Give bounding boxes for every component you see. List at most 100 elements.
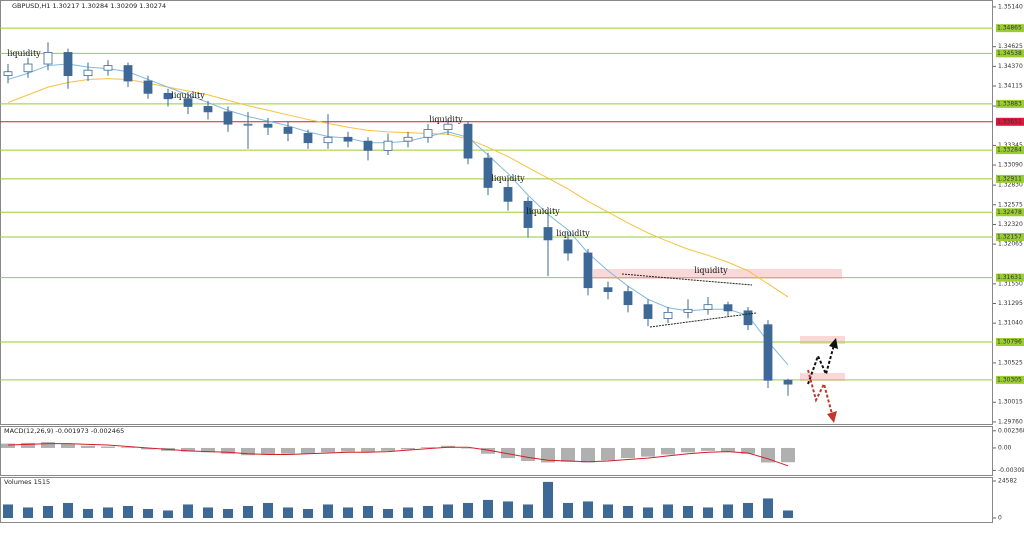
macd-bar [461, 447, 475, 449]
volume-bar [203, 507, 213, 518]
volume-panel [0, 477, 993, 523]
level-label-bg [996, 146, 1024, 155]
macd-bar [61, 443, 75, 448]
volume-bar [183, 504, 193, 518]
macd-bar [421, 447, 435, 448]
level-label-bg [996, 24, 1024, 33]
macd-bar [481, 447, 495, 454]
volume-bar [263, 502, 273, 518]
level-label: 1.32911 [997, 175, 1022, 182]
volume-bar [543, 481, 553, 518]
macd-bar [721, 447, 735, 452]
moving-average [7, 78, 789, 298]
level-label-bg [996, 273, 1024, 282]
level-label: 1.33883 [997, 100, 1022, 107]
macd-bar [321, 447, 335, 453]
level-label: 1.30305 [997, 376, 1022, 383]
volume-bar [583, 501, 593, 518]
macd-bar [261, 447, 275, 455]
candle-body [603, 287, 613, 292]
y-tick-label: 0.00 [998, 444, 1012, 451]
annotation: liquidity [694, 266, 728, 275]
volume-bar [503, 501, 513, 518]
level-label: 1.30796 [997, 339, 1022, 346]
scenario-arrow [807, 369, 833, 415]
candle-body [403, 136, 413, 142]
candle-body [523, 200, 533, 228]
macd-title: MACD(12,26,9) -0.001973 -0.002465 [4, 427, 124, 435]
volume-bar [783, 510, 793, 518]
candle-body [63, 52, 73, 76]
volume-bar [703, 507, 713, 518]
y-tick-label: 0 [998, 514, 1002, 521]
candle-body [123, 65, 133, 82]
candle-body [163, 92, 173, 100]
candle-body [783, 379, 793, 385]
y-tick-label: 1.33345 [998, 142, 1023, 149]
level-label-bg [996, 49, 1024, 58]
candle-body [723, 304, 733, 312]
volume-bar [243, 505, 253, 518]
macd-bar [581, 447, 595, 463]
macd-bar [121, 447, 135, 448]
macd-bar [21, 442, 35, 448]
candle-body [183, 98, 193, 107]
volume-bar [43, 505, 53, 518]
volume-bar [643, 507, 653, 518]
candle-body [463, 123, 473, 159]
macd-bar [621, 447, 635, 459]
annotation: liquidity [526, 207, 560, 216]
level-label-bg [996, 208, 1024, 217]
volume-bar [723, 504, 733, 518]
candle-body [303, 133, 313, 144]
candle-body [203, 106, 213, 113]
macd-bar [281, 447, 295, 454]
y-tick-label: 24582 [998, 478, 1017, 485]
candle-body [363, 140, 373, 151]
volume-bar [283, 507, 293, 518]
macd-bar [521, 447, 535, 462]
volume-bar [3, 504, 13, 518]
volume-bar [343, 507, 353, 518]
candle-body [243, 123, 253, 126]
y-tick-label: 1.31550 [998, 280, 1023, 287]
y-tick-label: 1.29760 [998, 418, 1023, 425]
macd-bar [661, 447, 675, 455]
macd-bar [701, 447, 715, 451]
level-label: 1.32478 [997, 209, 1022, 216]
candle-body [23, 63, 33, 73]
macd-bar [341, 447, 355, 452]
annotation: liquidity [556, 229, 590, 238]
macd-bar [781, 447, 795, 463]
candle-body [763, 324, 773, 381]
zones [593, 269, 845, 381]
candle-body [503, 187, 513, 202]
level-label: 1.31631 [997, 274, 1022, 281]
macd-bar [141, 447, 155, 450]
volume-bar [603, 504, 613, 518]
level-label-bg [996, 375, 1024, 384]
candle-body [3, 71, 13, 76]
candle-body [383, 140, 393, 151]
y-tick-label: 0.002368 [998, 427, 1024, 434]
y-tick-label: 1.30015 [998, 399, 1023, 406]
macd-bar [601, 447, 615, 461]
candle-body [283, 126, 293, 134]
macd-bar [1, 443, 15, 448]
zone [800, 373, 845, 381]
candle-body [663, 311, 673, 319]
macd-bar [81, 445, 95, 448]
volume-bar [683, 505, 693, 518]
y-tick-label: 1.32320 [998, 221, 1023, 228]
y-tick-label: -0.003099 [998, 467, 1024, 474]
macd-bar [761, 447, 775, 463]
volume-bar [763, 498, 773, 518]
level-label: 1.33651 [997, 118, 1022, 125]
y-tick-label: 1.35140 [998, 3, 1023, 10]
volume-bar [403, 507, 413, 518]
volume-bar [663, 504, 673, 518]
y-tick-label: 1.34625 [998, 43, 1023, 50]
